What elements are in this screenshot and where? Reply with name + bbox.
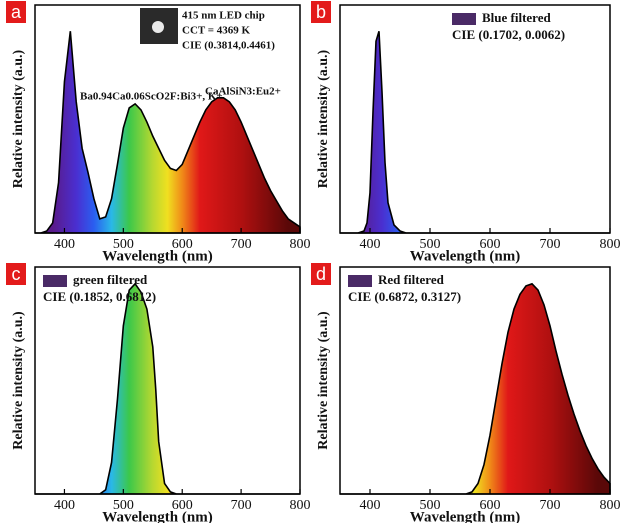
x-tick-label: 600	[172, 498, 193, 513]
x-tick-label: 700	[540, 237, 561, 252]
x-tick-label: 800	[600, 498, 621, 513]
plot-frame	[34, 266, 301, 495]
legend-swatch	[452, 13, 476, 25]
panel-badge	[6, 1, 26, 23]
x-axis-label: Wavelength (nm)	[410, 509, 520, 523]
x-tick-label: 500	[113, 498, 134, 513]
x-tick-label: 700	[231, 237, 252, 252]
spectrum-area	[340, 282, 611, 495]
x-tick-label: 600	[172, 237, 193, 252]
x-tick-label: 400	[54, 237, 75, 252]
x-tick-label: 600	[480, 237, 501, 252]
legend-label: Blue filtered	[482, 10, 551, 25]
annotation: Ba0.94Ca0.06ScO2F:Bi3+, K+	[80, 91, 223, 103]
panel-badge	[311, 1, 331, 23]
y-axis-label: Relative intensity (a.u.)	[316, 49, 331, 188]
plot-frame	[34, 4, 301, 234]
panel-badge	[6, 263, 26, 285]
plot-frame	[339, 266, 611, 495]
annotation: CIE (0.6872, 0.3127)	[348, 289, 461, 304]
panel-label: a	[11, 2, 22, 22]
annotation: CIE (0.3814,0.4461)	[182, 40, 275, 52]
y-axis-label: Relative intensity (a.u.)	[11, 311, 26, 450]
legend-swatch	[348, 275, 372, 287]
annotation: 415 nm LED chip	[182, 10, 265, 22]
x-axis-label: Wavelength (nm)	[102, 509, 212, 523]
x-tick-label: 400	[360, 237, 381, 252]
annotation: CIE (0.1852, 0.6812)	[43, 289, 156, 304]
plot-frame	[339, 4, 611, 234]
spectrum-area	[35, 31, 301, 234]
x-tick-label: 800	[600, 237, 621, 252]
panel-label: b	[316, 2, 326, 22]
y-axis-label: Relative intensity (a.u.)	[316, 311, 331, 450]
annotation: CaAlSiN3:Eu2+	[205, 86, 281, 98]
spectrum-area	[340, 31, 610, 234]
x-tick-label: 500	[113, 237, 134, 252]
y-axis-label: Relative intensity (a.u.)	[11, 49, 26, 188]
x-tick-label: 500	[420, 237, 441, 252]
legend-label: Red filtered	[378, 272, 445, 287]
annotation: CIE (0.1702, 0.0062)	[452, 27, 565, 42]
legend-label: green filtered	[73, 272, 148, 287]
panel-badge	[311, 263, 331, 285]
x-tick-label: 600	[480, 498, 501, 513]
led-glow	[152, 21, 164, 33]
panel-label: d	[316, 264, 326, 284]
x-axis-label: Wavelength (nm)	[410, 248, 520, 264]
annotation: CCT = 4369 K	[182, 25, 251, 37]
x-tick-label: 800	[290, 237, 311, 252]
legend-swatch	[43, 275, 67, 287]
x-tick-label: 700	[231, 498, 252, 513]
spectrum-area	[35, 282, 300, 495]
x-axis-label: Wavelength (nm)	[102, 248, 212, 264]
x-tick-label: 700	[540, 498, 561, 513]
x-tick-label: 400	[360, 498, 381, 513]
x-tick-label: 400	[54, 498, 75, 513]
x-tick-label: 800	[290, 498, 311, 513]
x-tick-label: 500	[420, 498, 441, 513]
panel-label: c	[12, 264, 21, 284]
